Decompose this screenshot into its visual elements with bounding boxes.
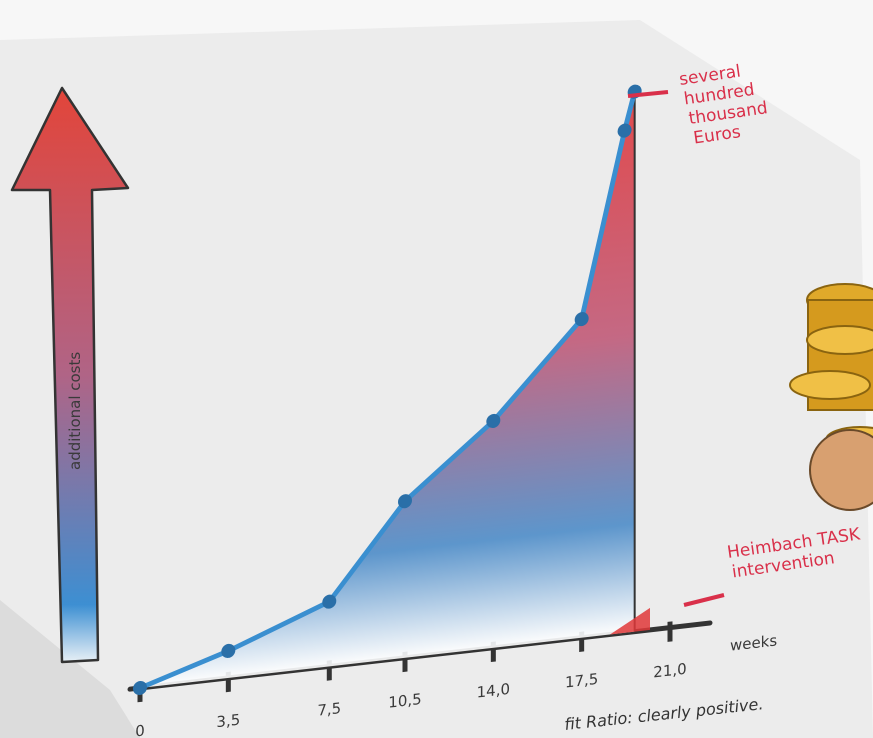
chart: additional costs 0 3,5 7,5 10,5 14,0 17,5 21,0… bbox=[0, 0, 873, 738]
x-tick-label: 21,0 bbox=[653, 660, 686, 682]
x-tick-label: 14,0 bbox=[477, 680, 510, 702]
x-tick-label: 10,5 bbox=[388, 690, 421, 712]
x-tick-label: 0 bbox=[135, 722, 145, 738]
y-axis-label: additional costs bbox=[66, 352, 84, 470]
x-tick-label: 7,5 bbox=[317, 699, 341, 720]
x-tick-label: 3,5 bbox=[216, 711, 240, 732]
x-tick-label: 17,5 bbox=[565, 670, 598, 692]
